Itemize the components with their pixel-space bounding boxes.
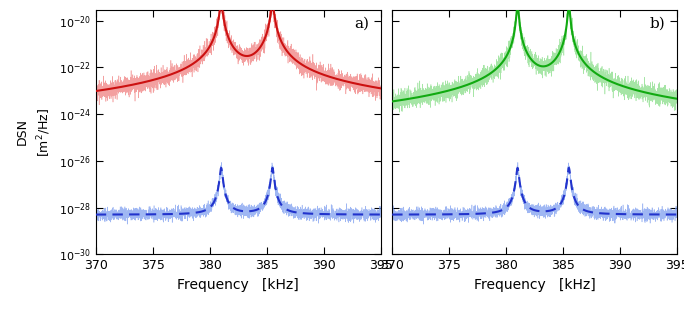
Text: b): b) (650, 17, 666, 31)
Text: a): a) (354, 17, 369, 31)
X-axis label: Frequency   [kHz]: Frequency [kHz] (177, 278, 299, 292)
Y-axis label: DSN
$[\mathrm{m}^2/\mathrm{Hz}]$: DSN $[\mathrm{m}^2/\mathrm{Hz}]$ (16, 107, 53, 156)
X-axis label: Frequency   [kHz]: Frequency [kHz] (474, 278, 596, 292)
